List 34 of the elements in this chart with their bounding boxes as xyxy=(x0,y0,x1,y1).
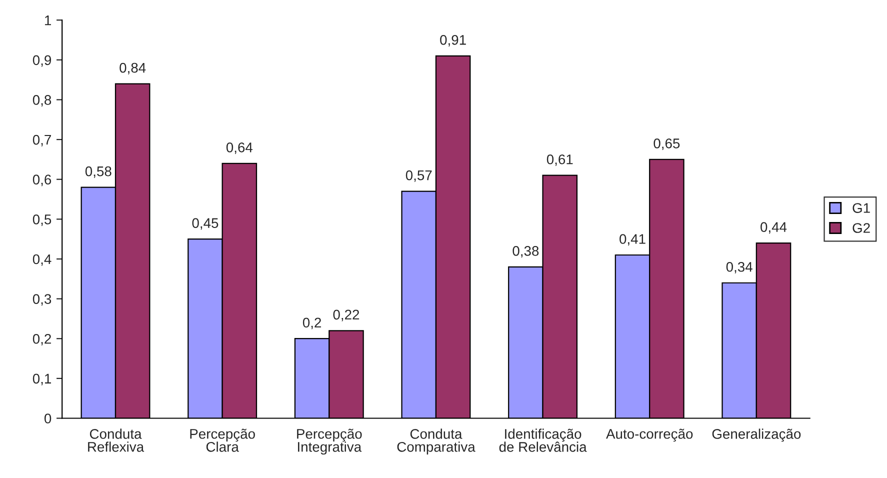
data-label: 0,22 xyxy=(333,310,360,322)
y-tick-label: 0,6 xyxy=(32,174,52,186)
data-label: 0,44 xyxy=(760,222,787,234)
data-label: 0,34 xyxy=(726,262,752,274)
data-label: 0,2 xyxy=(302,318,322,330)
data-label: 0,61 xyxy=(546,154,573,166)
legend-label: G1 xyxy=(852,203,870,213)
x-tick-label: Conduta Reflexiva xyxy=(88,428,144,452)
data-label: 0,38 xyxy=(512,246,539,258)
y-tick-label: 0,2 xyxy=(32,334,51,346)
y-tick-label: 0,5 xyxy=(32,214,52,226)
legend-label: G2 xyxy=(852,223,870,233)
y-tick-label: 0,4 xyxy=(32,254,52,266)
y-tick-label: 0,9 xyxy=(32,55,52,67)
data-label: 0,91 xyxy=(440,35,466,46)
data-label: 0,65 xyxy=(654,138,680,150)
data-label: 0,57 xyxy=(406,170,432,182)
data-label: 0,45 xyxy=(192,218,218,230)
data-label: 0,84 xyxy=(120,62,146,74)
x-tick-label: Percepção Integrativa xyxy=(297,428,362,455)
x-tick-label: Conduta Comparativa xyxy=(397,428,476,455)
data-label: 0,64 xyxy=(226,142,253,154)
y-tick-label: 0,7 xyxy=(32,134,51,146)
y-tick-label: 0,1 xyxy=(32,374,51,386)
x-tick-label: Auto-correção xyxy=(606,428,693,442)
x-tick-label: Generalização xyxy=(712,428,801,442)
y-tick-label: 0,8 xyxy=(32,95,52,107)
data-label: 0,41 xyxy=(620,234,646,246)
data-label: 0,58 xyxy=(85,166,112,178)
y-tick-label: 1 xyxy=(45,16,51,26)
y-tick-label: 0,3 xyxy=(32,294,52,306)
y-tick-label: 0 xyxy=(44,414,52,424)
x-tick-label: Percepção Clara xyxy=(190,428,255,452)
x-tick-label: Identificação de Relevância xyxy=(499,428,587,452)
